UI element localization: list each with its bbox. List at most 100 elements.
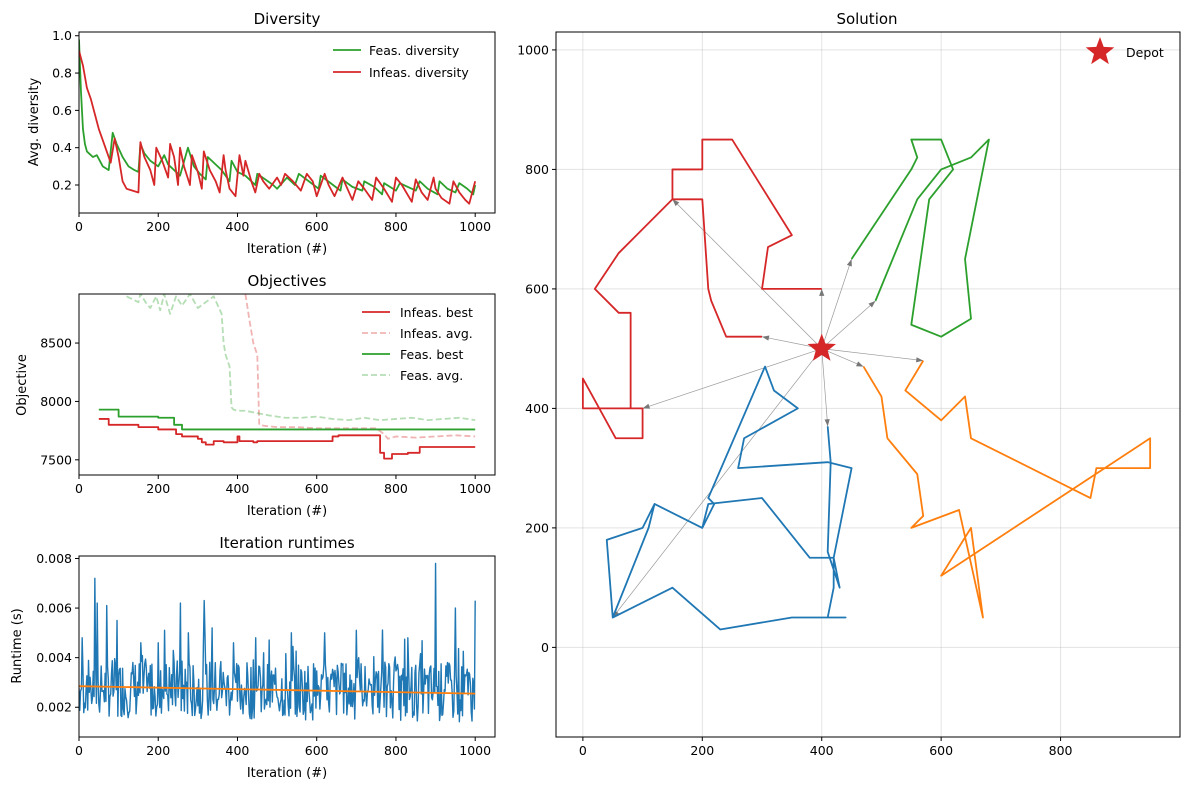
diversity-x-ticks: 0 200 400 600 800 1000 (75, 213, 491, 234)
y-tick-label: 1.0 (52, 28, 72, 43)
x-tick-label: 800 (384, 481, 408, 496)
runtimes-plot-area (79, 562, 476, 723)
depot-connector-line (821, 300, 876, 349)
x-tick-label: 600 (929, 743, 953, 758)
depot-connector-line (821, 348, 924, 361)
legend-label-infeas-best: Infeas. best (400, 305, 473, 320)
y-tick-label: 0.4 (52, 140, 72, 155)
solution-grid (556, 32, 1180, 737)
x-tick-label: 400 (810, 743, 834, 758)
x-tick-label: 400 (226, 743, 250, 758)
y-tick-label: 0 (541, 640, 549, 655)
y-tick-label: 600 (525, 281, 549, 296)
runtimes-y-axis-label: Runtime (s) (10, 608, 25, 683)
legend-label-feas-best: Feas. best (400, 347, 463, 362)
legend-label-depot: Depot (1126, 45, 1164, 60)
objectives-x-axis-label: Iteration (#) (247, 504, 327, 519)
runtimes-x-axis-label: Iteration (#) (247, 766, 327, 781)
diversity-chart: Diversity 0 200 400 600 800 1000 0.2 0.4 0.6 0.8… (27, 10, 496, 257)
x-tick-label: 0 (75, 743, 83, 758)
objectives-x-ticks: 0 200 400 600 800 1000 (75, 475, 491, 496)
series-line-feas-best (98, 408, 476, 431)
x-tick-label: 600 (305, 743, 329, 758)
y-tick-label: 0.008 (36, 551, 72, 566)
solution-chart: Solution 0 200 400 600 800 0 200 400 600 800 1000… (517, 10, 1181, 758)
x-tick-label: 0 (579, 743, 587, 758)
x-tick-label: 600 (305, 219, 329, 234)
diversity-y-ticks: 0.2 0.4 0.6 0.8 1.0 (52, 28, 79, 193)
objectives-plot-area (98, 294, 476, 460)
x-tick-label: 200 (146, 219, 170, 234)
solution-axes-frame (555, 31, 1181, 738)
objectives-chart: Objectives 0 200 400 600 800 1000 7500 8000 850… (15, 272, 496, 519)
x-tick-label: 800 (1049, 743, 1073, 758)
diversity-legend: Feas. diversity Infeas. diversity (333, 43, 469, 80)
route-line-4 (850, 138, 990, 338)
series-line-infeas-diversity (79, 50, 477, 205)
y-tick-label: 0.006 (36, 601, 72, 616)
runtimes-chart: Iteration runtimes 0 200 400 600 800 1000 0.0… (10, 534, 496, 781)
solution-title: Solution (836, 10, 897, 28)
y-tick-label: 0.8 (52, 66, 72, 81)
diversity-axes-frame (78, 31, 496, 214)
y-tick-label: 800 (525, 162, 549, 177)
runtimes-axes-frame (78, 555, 496, 738)
depot-connector-arrowhead (868, 300, 876, 308)
y-tick-label: 8500 (40, 336, 72, 351)
depot-connector-arrowhead (846, 259, 852, 267)
series-line-infeas-best (98, 418, 476, 460)
depot-connector-arrowhead (824, 419, 830, 427)
runtimes-title: Iteration runtimes (219, 534, 354, 552)
y-tick-label: 0.6 (52, 103, 72, 118)
depot-connector-line (821, 258, 852, 349)
x-tick-label: 0 (75, 481, 83, 496)
x-tick-label: 800 (384, 219, 408, 234)
runtimes-x-ticks: 0 200 400 600 800 1000 (75, 737, 491, 758)
diversity-title: Diversity (254, 10, 321, 28)
route-line-1 (671, 138, 822, 338)
series-line-runtime (79, 562, 476, 723)
x-tick-label: 400 (226, 481, 250, 496)
x-tick-label: 0 (75, 219, 83, 234)
y-tick-label: 0.2 (52, 178, 72, 193)
x-tick-label: 200 (690, 743, 714, 758)
solution-y-ticks: 0 200 400 600 800 1000 (517, 42, 556, 655)
y-tick-label: 400 (525, 401, 549, 416)
series-line-runtime-trend (79, 685, 476, 695)
objectives-axes-frame (78, 293, 496, 476)
y-tick-label: 0.004 (36, 650, 72, 665)
legend-label-feas-diversity: Feas. diversity (369, 43, 460, 58)
depot-connector-arrowhead (856, 361, 864, 367)
x-tick-label: 600 (305, 481, 329, 496)
objectives-legend: Infeas. best Infeas. avg. Feas. best Fea… (362, 305, 473, 383)
y-tick-label: 7500 (40, 452, 72, 467)
x-tick-label: 200 (146, 743, 170, 758)
depot-connector-line (821, 348, 864, 367)
x-tick-label: 1000 (459, 219, 491, 234)
solution-x-ticks: 0 200 400 600 800 (579, 737, 1073, 758)
x-tick-label: 200 (146, 481, 170, 496)
y-tick-label: 200 (525, 520, 549, 535)
x-tick-label: 400 (226, 219, 250, 234)
solution-plot-area (581, 138, 1152, 631)
depot-star-icon (807, 333, 836, 361)
legend-depot-star-icon (1085, 37, 1115, 65)
legend-label-feas-avg: Feas. avg. (400, 368, 463, 383)
y-tick-label: 8000 (40, 394, 72, 409)
route-line-3 (605, 365, 853, 631)
diversity-plot-area (79, 39, 477, 205)
series-line-infeas-avg (244, 294, 476, 440)
runtimes-y-ticks: 0.002 0.004 0.006 0.008 (36, 551, 79, 715)
objectives-title: Objectives (248, 272, 327, 290)
legend-label-infeas-diversity: Infeas. diversity (369, 65, 469, 80)
route-line-5 (862, 360, 1152, 619)
legend-label-infeas-avg: Infeas. avg. (400, 326, 473, 341)
x-tick-label: 1000 (459, 743, 491, 758)
depot-connector-arrowhead (672, 199, 680, 207)
x-tick-label: 1000 (459, 481, 491, 496)
y-tick-label: 1000 (517, 42, 549, 57)
depot-connector-arrowhead (762, 335, 770, 341)
series-line-feas-diversity (79, 39, 477, 196)
diversity-x-axis-label: Iteration (#) (247, 242, 327, 257)
